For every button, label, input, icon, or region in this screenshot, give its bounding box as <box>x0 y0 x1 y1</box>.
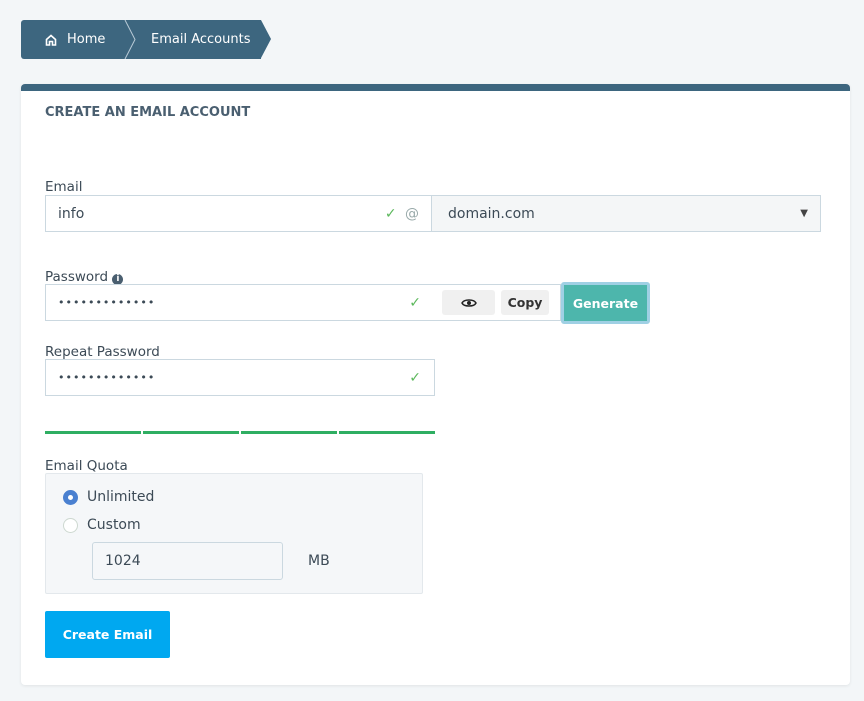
unlimited-radio[interactable] <box>63 489 78 505</box>
check-icon: ✓ <box>409 369 422 386</box>
breadcrumb-home[interactable]: Home <box>21 20 125 59</box>
repeat-password-label: Repeat Password <box>45 344 160 360</box>
breadcrumb: Home Email Accounts <box>21 20 271 59</box>
create-email-panel: CREATE AN EMAIL ACCOUNT Email info ✓ @ d… <box>21 84 850 685</box>
breadcrumb-current-label: Email Accounts <box>151 32 251 47</box>
repeat-password-input[interactable]: ••••••••••••• ✓ <box>45 359 435 396</box>
unit-label: MB <box>308 553 330 569</box>
custom-option[interactable]: Custom <box>63 517 141 533</box>
email-input[interactable]: info ✓ @ <box>45 195 432 232</box>
panel-title: CREATE AN EMAIL ACCOUNT <box>45 105 251 120</box>
at-icon: @ <box>405 205 419 222</box>
custom-quota-input[interactable]: 1024 <box>92 542 283 580</box>
breadcrumb-email-accounts[interactable]: Email Accounts <box>125 20 271 59</box>
create-email-button[interactable]: Create Email <box>45 611 170 658</box>
unlimited-label: Unlimited <box>87 489 155 505</box>
chevron-down-icon: ▼ <box>800 208 808 219</box>
password-input[interactable]: ••••••••••••• ✓ <box>45 284 435 321</box>
unlimited-option[interactable]: Unlimited <box>63 489 154 505</box>
password-label: Password i <box>45 269 124 285</box>
custom-quota-value: 1024 <box>105 553 141 569</box>
strength-bar-3 <box>241 431 337 434</box>
email-label: Email <box>45 179 83 195</box>
breadcrumb-home-label: Home <box>67 32 106 47</box>
check-icon: ✓ <box>384 205 397 222</box>
strength-bar-2 <box>143 431 239 434</box>
repeat-password-value: ••••••••••••• <box>58 371 156 384</box>
eye-icon <box>460 298 477 307</box>
breadcrumb-separator <box>124 20 136 59</box>
email-value: info <box>58 205 85 222</box>
strength-bar-1 <box>45 431 141 434</box>
copy-button[interactable]: Copy <box>501 290 549 315</box>
quota-label: Email Quota <box>45 458 128 474</box>
custom-label: Custom <box>87 517 141 533</box>
strength-bar-4 <box>339 431 435 434</box>
generate-button[interactable]: Generate <box>561 282 650 324</box>
domain-select[interactable]: domain.com ▼ <box>431 195 821 232</box>
home-icon <box>45 33 57 46</box>
domain-value: domain.com <box>448 205 535 222</box>
check-icon: ✓ <box>409 294 422 311</box>
custom-radio[interactable] <box>63 517 78 533</box>
quota-box: Unlimited Custom 1024 MB <box>45 473 423 594</box>
password-value: ••••••••••••• <box>58 296 156 309</box>
info-icon[interactable]: i <box>112 274 124 285</box>
show-password-button[interactable] <box>442 290 495 315</box>
password-label-text: Password <box>45 269 109 285</box>
password-addon: Copy <box>434 284 561 321</box>
